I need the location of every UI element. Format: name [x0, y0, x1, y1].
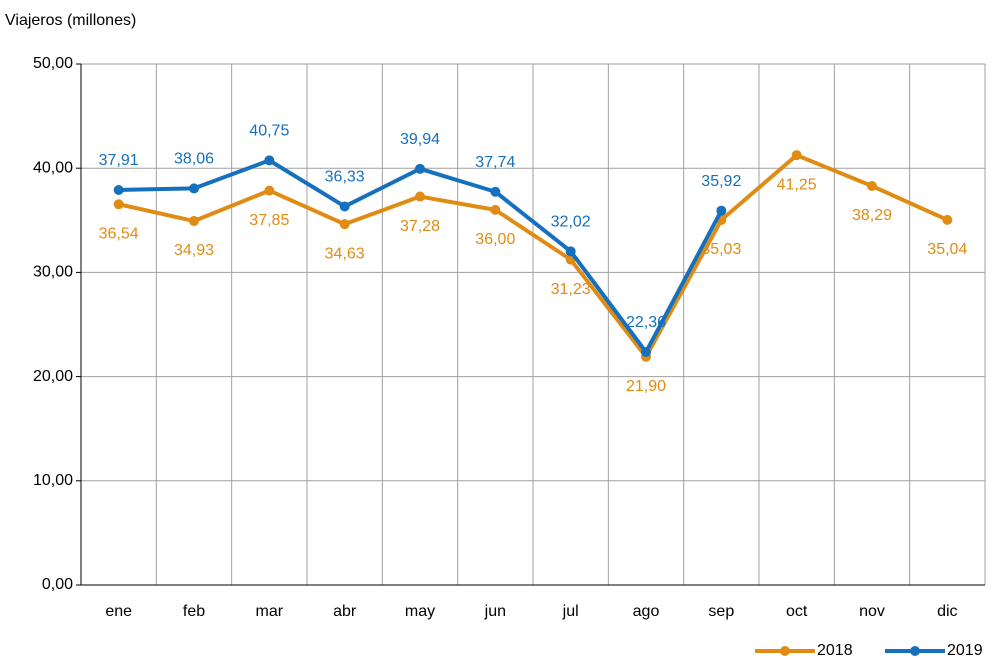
data-label: 39,94: [400, 131, 440, 148]
data-label: 35,92: [701, 173, 741, 190]
data-point: [339, 201, 350, 212]
data-label: 22,36: [626, 314, 666, 331]
x-tick-label: nov: [859, 603, 885, 620]
data-label: 35,03: [701, 241, 741, 258]
legend-label: 2019: [947, 642, 983, 659]
y-tick-label: 0,00: [42, 576, 73, 593]
data-label: 32,02: [551, 214, 591, 231]
x-tick-label: feb: [183, 603, 205, 620]
data-point: [113, 184, 124, 195]
data-point: [264, 185, 275, 196]
data-point: [867, 181, 877, 192]
x-tick-label: dic: [937, 603, 957, 620]
data-label: 34,93: [174, 242, 214, 259]
y-axis-title: Viajeros (millones): [5, 12, 136, 29]
data-point: [791, 150, 802, 161]
data-label: 21,90: [626, 378, 666, 395]
legend-marker: [910, 646, 920, 656]
y-tick-label: 50,00: [33, 55, 73, 72]
x-tick-label: jul: [562, 603, 579, 620]
data-point: [415, 163, 425, 174]
data-point: [942, 214, 953, 225]
y-tick-label: 10,00: [33, 472, 73, 489]
data-point: [565, 246, 576, 257]
x-tick-label: mar: [256, 603, 284, 620]
data-label: 38,29: [852, 207, 892, 224]
x-tick-label: ago: [633, 603, 660, 620]
x-tick-label: oct: [786, 603, 808, 620]
data-label: 34,63: [325, 245, 365, 262]
data-label: 37,91: [99, 152, 139, 169]
y-tick-label: 20,00: [33, 368, 73, 385]
data-label: 36,54: [99, 225, 139, 242]
data-label: 37,85: [249, 212, 289, 229]
series-line: [118, 153, 949, 359]
data-point: [716, 205, 727, 216]
data-label: 35,04: [927, 241, 967, 258]
data-label: 40,75: [249, 123, 289, 140]
y-tick-label: 40,00: [33, 159, 73, 176]
data-label: 36,33: [325, 169, 365, 186]
data-point: [113, 199, 124, 210]
data-point: [189, 183, 199, 194]
data-label: 38,06: [174, 151, 214, 168]
data-label: 37,28: [400, 218, 440, 235]
x-tick-label: jun: [484, 603, 506, 620]
data-label: 36,00: [475, 231, 515, 248]
data-point: [264, 155, 275, 166]
data-point: [490, 186, 501, 197]
data-point: [415, 191, 425, 202]
x-tick-label: abr: [333, 603, 357, 620]
data-label: 37,74: [475, 154, 515, 171]
data-label: 41,25: [777, 176, 817, 193]
legend-label: 2018: [817, 642, 853, 659]
data-point: [490, 204, 501, 215]
x-tick-label: may: [405, 603, 435, 620]
data-point: [339, 219, 350, 230]
data-point: [641, 347, 651, 358]
x-tick-label: sep: [708, 603, 734, 620]
x-tick-label: ene: [105, 603, 132, 620]
y-tick-label: 30,00: [33, 264, 73, 281]
legend-marker: [780, 646, 790, 656]
data-label: 31,23: [551, 281, 591, 298]
data-point: [189, 216, 199, 227]
